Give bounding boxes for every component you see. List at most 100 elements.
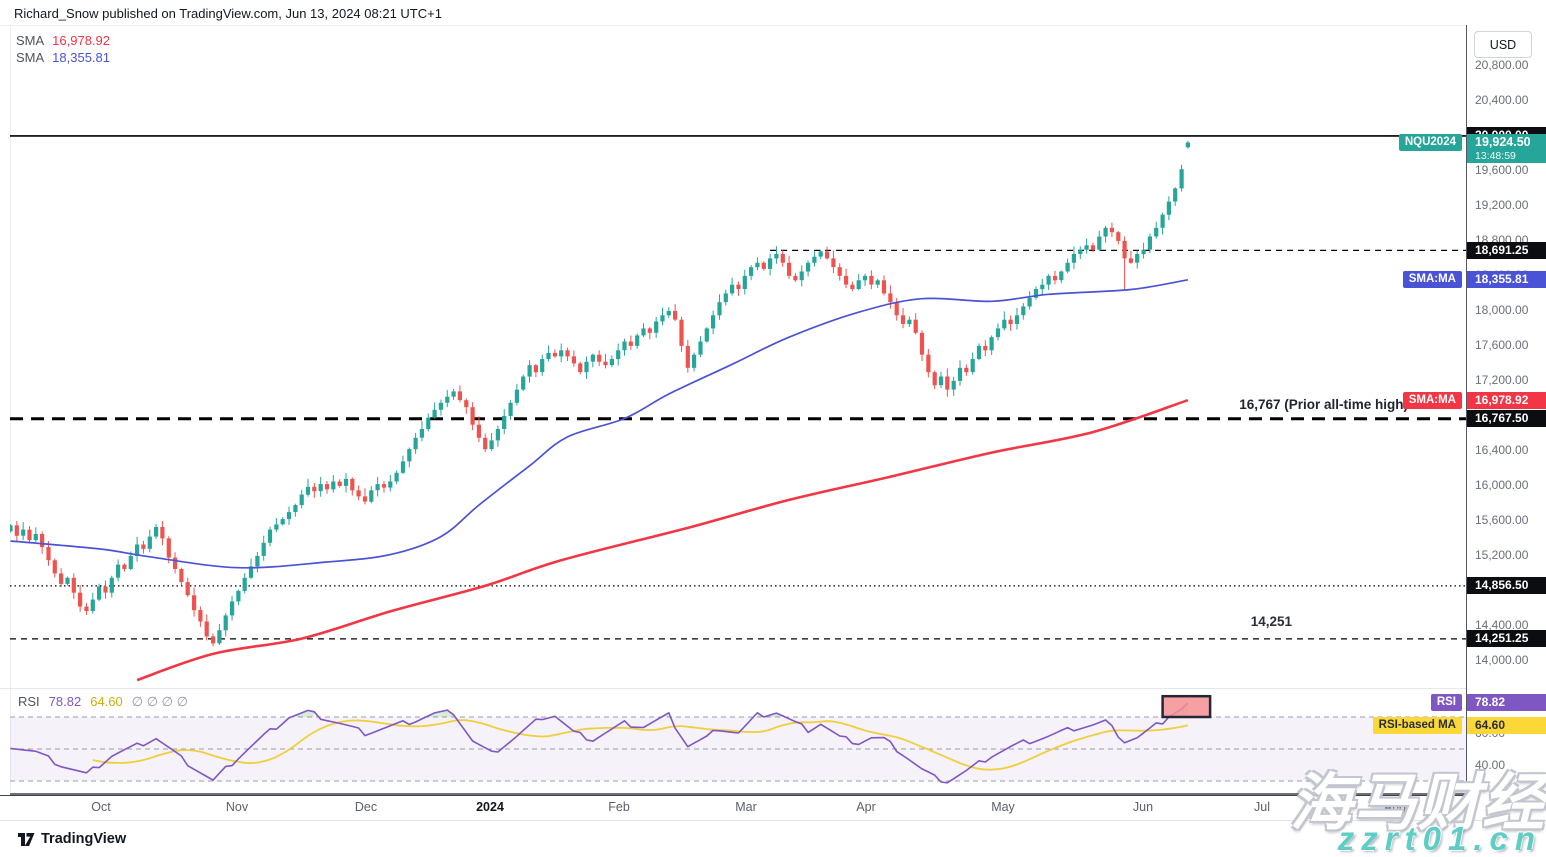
candle-body xyxy=(1103,227,1108,237)
time-axis[interactable]: Oct Nov Dec 2024 Feb Mar Apr May Jun Jul Aug xyxy=(0,795,1546,821)
sma-200-line[interactable] xyxy=(136,398,1189,682)
candle-body xyxy=(419,429,424,438)
candle-body xyxy=(147,536,152,549)
candle-body xyxy=(736,284,741,290)
price-axis[interactable]: USD 20,800.00 20,400.00 19,600.00 19,200.00… xyxy=(1466,25,1546,820)
candle-body xyxy=(818,251,823,257)
last-price-label: 19,924.50 13:48:59 xyxy=(1467,134,1546,164)
rsi-ma-line[interactable] xyxy=(92,719,1189,771)
candle-body xyxy=(483,437,488,450)
level-price-label: 16,767.50 xyxy=(1467,410,1546,428)
candle-body xyxy=(951,380,956,390)
candle-body xyxy=(381,484,387,488)
candle-body xyxy=(1008,319,1013,325)
candle-body xyxy=(356,490,361,497)
footer-bar: TradingView xyxy=(0,821,1546,857)
candle-body xyxy=(71,577,76,593)
symbol-tag: NQU2024 xyxy=(1398,134,1462,152)
candle-body xyxy=(660,315,665,322)
candle-body xyxy=(10,525,13,532)
rsi-legend[interactable]: RSI 78.82 64.60 ∅ ∅ ∅ ∅ xyxy=(18,694,197,710)
candle-body xyxy=(862,275,868,281)
candle-body xyxy=(1052,275,1058,281)
candle-body xyxy=(894,302,899,316)
candle-body xyxy=(1141,249,1146,255)
candle-body xyxy=(14,525,19,536)
month-label-Dec: Dec xyxy=(354,800,378,814)
candle-body xyxy=(900,315,906,324)
candle-body xyxy=(856,280,861,289)
price-tick: 15,600.00 xyxy=(1475,512,1529,527)
level-price-label: 18,691.25 xyxy=(1467,241,1546,259)
candle-body xyxy=(540,359,545,373)
candle-body xyxy=(1147,236,1152,250)
candle-body xyxy=(597,354,602,362)
candle-body xyxy=(451,391,456,397)
rsi-line[interactable] xyxy=(10,702,1189,784)
candle-body xyxy=(964,367,969,373)
rsi-label: RSI xyxy=(18,694,40,709)
rsi-highlight-box[interactable] xyxy=(1161,694,1212,719)
candle-body xyxy=(761,262,766,269)
candle-body xyxy=(799,271,804,281)
candle-body xyxy=(742,275,747,289)
main-price-pane[interactable] xyxy=(10,25,1466,688)
candle-body xyxy=(1166,201,1171,215)
sma-50-line[interactable] xyxy=(10,278,1189,569)
usd-currency-button[interactable]: USD xyxy=(1474,31,1532,58)
candle-body xyxy=(793,275,798,281)
tradingview-logo[interactable]: TradingView xyxy=(18,831,126,847)
candle-body xyxy=(692,354,697,368)
legend-sma-slow[interactable]: SMA 16,978.92 xyxy=(16,33,110,49)
price-tick: 16,000.00 xyxy=(1475,477,1529,492)
candle-body xyxy=(1046,275,1051,285)
candle-body xyxy=(90,599,95,611)
rsi-value-label: 78.82 xyxy=(1467,694,1546,712)
candle-body xyxy=(192,595,197,611)
watermark-cjk: 海马财经 xyxy=(1289,769,1546,838)
candle-body xyxy=(844,275,849,285)
candle-body xyxy=(571,356,576,364)
candle-body xyxy=(1185,142,1190,148)
sma-fast-price-label: 18,355.81 xyxy=(1467,271,1546,289)
candle-body xyxy=(470,407,475,425)
rsi-ma-value-label: 64.60 xyxy=(1467,717,1546,735)
candle-body xyxy=(673,310,678,320)
candle-body xyxy=(635,335,640,346)
price-tick: 20,800.00 xyxy=(1475,57,1529,72)
candle-body xyxy=(578,363,583,373)
legend-sma-fast[interactable]: SMA 18,355.81 xyxy=(16,50,110,66)
candle-body xyxy=(1027,297,1032,307)
candle-body xyxy=(957,367,963,381)
candle-body xyxy=(666,310,671,316)
candle-body xyxy=(476,424,481,438)
candle-body xyxy=(875,280,880,285)
candle-body xyxy=(109,577,114,593)
rsi-pane[interactable] xyxy=(10,688,1466,795)
candle-body xyxy=(160,527,165,539)
left-pane-border xyxy=(10,25,11,820)
candle-body xyxy=(837,267,842,276)
candle-body xyxy=(1116,232,1121,241)
rsi-overbought-fill xyxy=(428,710,454,717)
candle-body xyxy=(1065,262,1070,272)
candle-body xyxy=(945,376,950,390)
last-price-value: 19,924.50 xyxy=(1475,135,1531,150)
candle-body xyxy=(33,534,38,541)
candle-body xyxy=(457,391,462,401)
candle-body xyxy=(122,564,127,569)
price-tick: 14,000.00 xyxy=(1475,652,1529,667)
candle-body xyxy=(1097,236,1102,250)
sma-slow-price-label: 16,978.92 xyxy=(1467,391,1546,409)
candle-body xyxy=(698,341,703,355)
candle-body xyxy=(59,573,64,584)
prior-high-annotation: 16,767 (Prior all-time high) xyxy=(1239,397,1408,412)
candle-body xyxy=(1109,227,1114,233)
candle-body xyxy=(1128,258,1133,263)
candle-body xyxy=(343,478,349,486)
candle-body xyxy=(983,345,988,351)
candle-body xyxy=(52,560,57,574)
candle-body xyxy=(679,319,684,346)
candle-body xyxy=(116,564,121,578)
candle-body xyxy=(1122,240,1127,259)
